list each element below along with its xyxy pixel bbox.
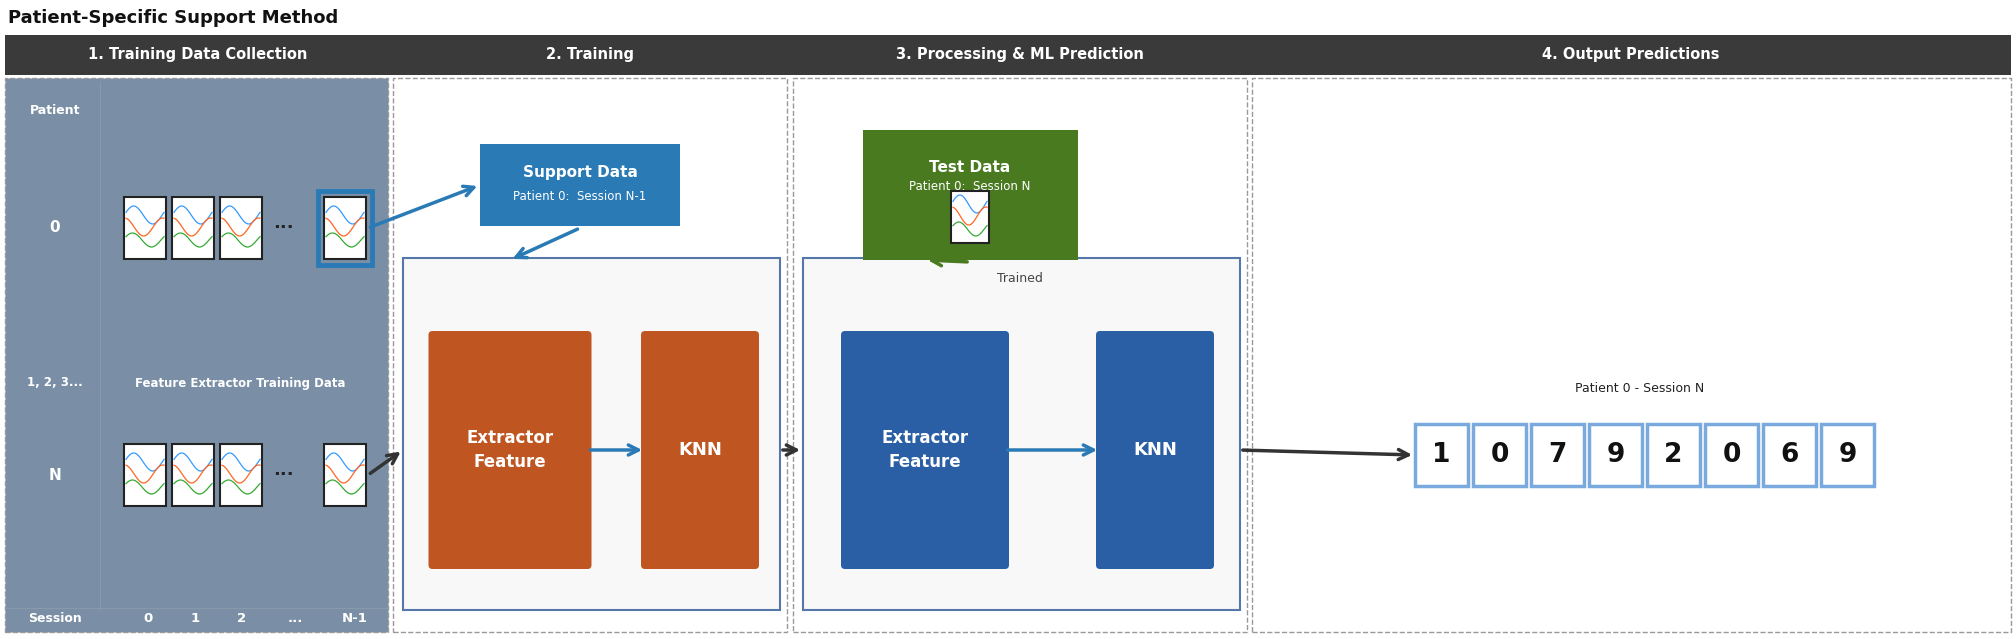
FancyBboxPatch shape <box>1706 424 1758 486</box>
Text: 9: 9 <box>1839 442 1857 468</box>
Text: 0: 0 <box>143 612 153 624</box>
Text: KNN: KNN <box>1133 441 1177 459</box>
FancyBboxPatch shape <box>1820 424 1875 486</box>
FancyBboxPatch shape <box>952 191 990 243</box>
Text: Support Data: Support Data <box>522 166 637 180</box>
FancyBboxPatch shape <box>393 78 786 632</box>
FancyBboxPatch shape <box>1764 424 1816 486</box>
FancyBboxPatch shape <box>4 78 387 632</box>
Text: ...: ... <box>288 612 302 624</box>
FancyBboxPatch shape <box>1474 424 1526 486</box>
Text: 1. Training Data Collection: 1. Training Data Collection <box>89 47 306 63</box>
Text: Trained: Trained <box>998 272 1042 284</box>
Text: 0: 0 <box>1490 442 1508 468</box>
FancyBboxPatch shape <box>220 444 262 506</box>
Text: N: N <box>48 468 60 482</box>
Text: N-1: N-1 <box>343 612 369 624</box>
Text: 3. Processing & ML Prediction: 3. Processing & ML Prediction <box>895 47 1143 63</box>
Text: Feature: Feature <box>474 453 546 471</box>
Text: Feature: Feature <box>889 453 962 471</box>
Text: 7: 7 <box>1548 442 1566 468</box>
FancyBboxPatch shape <box>125 197 165 259</box>
FancyBboxPatch shape <box>171 444 214 506</box>
FancyBboxPatch shape <box>403 258 780 610</box>
Text: Patient 0 - Session N: Patient 0 - Session N <box>1574 381 1706 394</box>
Text: Extractor: Extractor <box>881 429 968 447</box>
FancyBboxPatch shape <box>1415 424 1468 486</box>
Text: ···: ··· <box>272 219 292 237</box>
FancyBboxPatch shape <box>1097 331 1214 569</box>
FancyBboxPatch shape <box>171 197 214 259</box>
Text: 0: 0 <box>50 220 60 236</box>
Text: 0: 0 <box>1722 442 1740 468</box>
Text: Session: Session <box>28 612 83 624</box>
FancyBboxPatch shape <box>792 78 1248 632</box>
Text: 4. Output Predictions: 4. Output Predictions <box>1542 47 1720 63</box>
Text: 1: 1 <box>190 612 200 624</box>
FancyBboxPatch shape <box>641 331 758 569</box>
FancyBboxPatch shape <box>841 331 1008 569</box>
Text: ···: ··· <box>272 466 292 484</box>
FancyBboxPatch shape <box>220 197 262 259</box>
Text: 2: 2 <box>238 612 246 624</box>
FancyBboxPatch shape <box>429 331 591 569</box>
Text: 6: 6 <box>1780 442 1798 468</box>
Text: Feature Extractor Training Data: Feature Extractor Training Data <box>135 376 345 390</box>
FancyBboxPatch shape <box>1589 424 1641 486</box>
FancyBboxPatch shape <box>125 444 165 506</box>
Text: KNN: KNN <box>677 441 722 459</box>
Text: Patient 0:  Session N: Patient 0: Session N <box>909 180 1030 194</box>
FancyBboxPatch shape <box>802 258 1240 610</box>
Text: 1, 2, 3...: 1, 2, 3... <box>26 376 83 390</box>
Text: Patient: Patient <box>30 104 81 116</box>
Text: Patient-Specific Support Method: Patient-Specific Support Method <box>8 9 339 27</box>
Text: 1: 1 <box>1431 442 1452 468</box>
FancyBboxPatch shape <box>4 35 2012 75</box>
FancyBboxPatch shape <box>863 130 1077 260</box>
FancyBboxPatch shape <box>480 144 679 226</box>
Text: Patient 0:  Session N-1: Patient 0: Session N-1 <box>514 190 647 203</box>
FancyBboxPatch shape <box>325 444 367 506</box>
Text: Test Data: Test Data <box>929 160 1010 174</box>
Text: Extractor: Extractor <box>466 429 554 447</box>
FancyBboxPatch shape <box>1530 424 1585 486</box>
FancyBboxPatch shape <box>1647 424 1699 486</box>
FancyBboxPatch shape <box>1252 78 2012 632</box>
Text: 2: 2 <box>1665 442 1683 468</box>
Text: 2. Training: 2. Training <box>546 47 633 63</box>
Text: 9: 9 <box>1607 442 1625 468</box>
FancyBboxPatch shape <box>325 197 367 259</box>
